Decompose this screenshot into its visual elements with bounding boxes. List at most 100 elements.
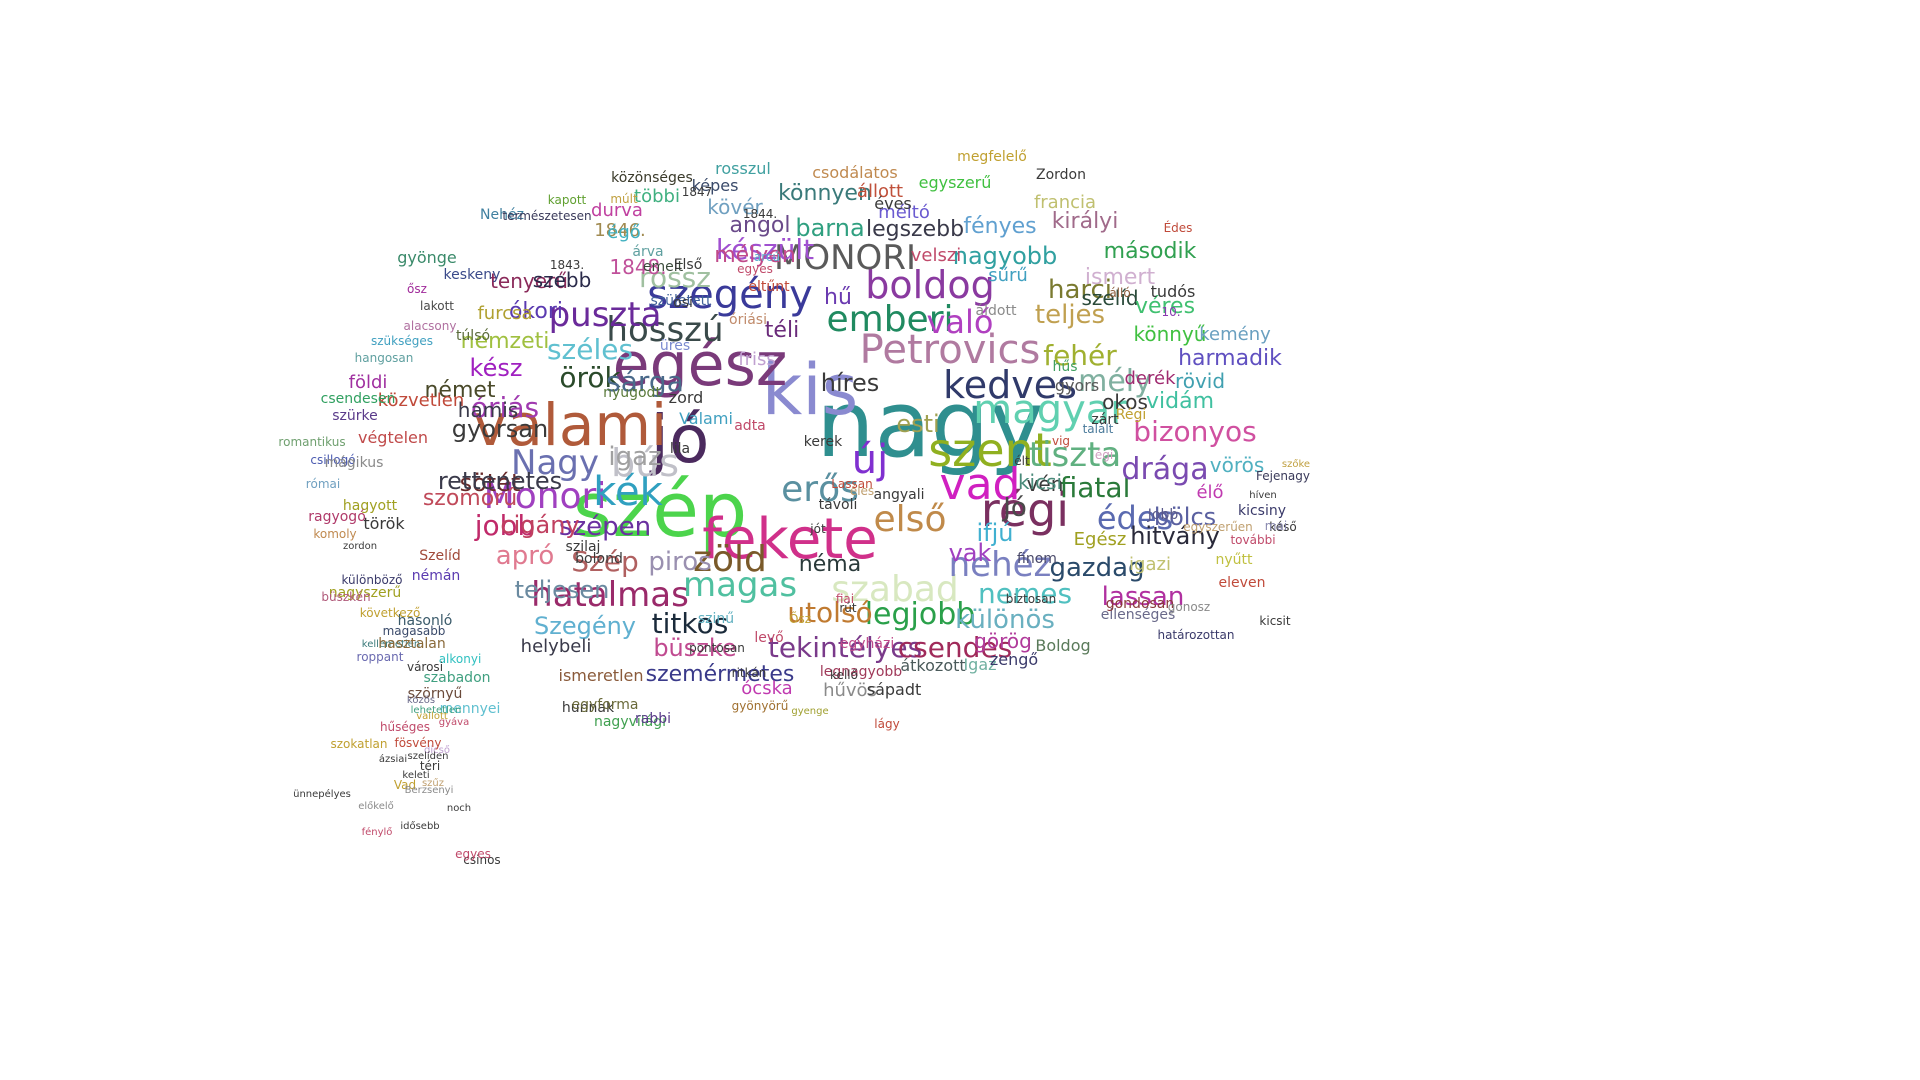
cloud-word: friss [738,349,776,370]
cloud-word: áldott [975,303,1017,319]
cloud-word: idősebb [400,821,440,832]
cloud-word: vak [948,539,992,567]
cloud-word: római [305,477,341,491]
cloud-word: rabbi [635,711,671,727]
cloud-word: levő [754,630,784,646]
cloud-word: biztosan [1005,592,1057,606]
cloud-word: ismert [1084,265,1156,290]
cloud-word: szegény [647,272,813,318]
cloud-word: állott [856,181,904,202]
cloud-word: ifjú [976,519,1014,547]
cloud-word: sűrű [988,265,1028,286]
cloud-word: 1843. [549,258,585,272]
cloud-word: harci [1047,275,1113,305]
cloud-word: szabad [831,569,959,610]
cloud-word: való [926,303,994,341]
cloud-word: barna [795,214,865,242]
cloud-word: igaz [608,442,662,472]
cloud-word: bölcs [1153,503,1217,531]
cloud-word: előkelő [358,801,394,812]
cloud-word: lassan [1101,582,1185,612]
cloud-word: lila [669,441,691,457]
cloud-word: Ősz [789,612,811,626]
cloud-word: földi [348,372,388,393]
cloud-word: tekintélyes [767,631,923,664]
cloud-word: legszebb [865,217,965,242]
cloud-word: rút [839,601,857,615]
cloud-word: egyes [455,847,491,861]
cloud-word: különböző [341,573,403,587]
cloud-word: fényes [963,214,1037,239]
cloud-word: magyar [973,387,1127,433]
cloud-word: sárga [606,365,684,398]
cloud-word: kellő [830,668,858,682]
cloud-word: szelíden [407,751,449,762]
cloud-word: emelt [642,259,684,275]
cloud-word: nehéz [948,545,1052,585]
cloud-word: büszkén [321,590,371,604]
cloud-word: titkos [651,607,729,640]
cloud-word: zöld [693,539,767,580]
cloud-word: jót [810,522,826,536]
cloud-word: vad [939,459,1021,510]
cloud-word: 10. [1161,305,1181,319]
cloud-word: lehetetlen [410,705,462,716]
cloud-word: szemérmetes [645,662,795,687]
cloud-word: jó [650,401,710,478]
cloud-word: Szegény [533,612,637,640]
cloud-word: örök [559,361,621,394]
cloud-word: ősi [673,295,693,311]
cloud-word: kemény [1199,324,1271,345]
cloud-word: királyi [1051,209,1119,234]
cloud-word: határozottan [1157,628,1235,642]
cloud-word: óriás [470,391,540,424]
cloud-word: nagy [816,371,1044,478]
cloud-word: készült [715,233,815,266]
cloud-word: rosszul [715,159,771,178]
cloud-word: nemzeti [460,329,550,354]
cloud-word: mágikus [324,455,384,471]
cloud-word: csodálatos [812,163,898,182]
cloud-word: boldog [865,263,995,307]
cloud-word: Zordon [1036,167,1086,183]
cloud-word: ócska [741,678,793,699]
cloud-word: óriási [729,312,767,328]
cloud-word: alkonyi [438,652,482,666]
cloud-word: édes [1096,499,1174,537]
cloud-word: átkozott [900,656,966,675]
cloud-word: tudós [1150,282,1196,301]
cloud-word: Monori [483,476,607,517]
cloud-word: szépen [558,512,652,542]
cloud-word: kicsi [1017,470,1063,494]
cloud-word: gondosan [1105,596,1175,612]
cloud-word: közvetlen [377,390,465,411]
cloud-word: vörös [1209,453,1265,477]
cloud-word: esti [896,410,940,438]
cloud-word: rettenetes [437,467,563,495]
cloud-word: cigány [500,511,580,539]
cloud-word: eltűnt [748,279,790,295]
cloud-word: szabadon [423,670,491,686]
cloud-word: szelíd [1081,286,1139,310]
cloud-word: Szép [571,545,639,578]
cloud-word: született [650,293,712,309]
cloud-word: egyszerű [918,173,992,192]
cloud-word: lakott [420,299,454,313]
cloud-word: kedves [943,363,1077,407]
cloud-word: okos [1102,390,1148,414]
cloud-word: nemes [977,577,1073,610]
cloud-word: kövér [707,195,763,219]
cloud-word: finom [1017,551,1057,567]
cloud-word: hangosan [354,351,414,365]
cloud-word: árva [632,244,664,260]
cloud-word: hunnak [561,700,615,716]
cloud-word: különös [955,605,1055,635]
cloud-word: 1844. [742,207,778,221]
cloud-word: szebb [532,268,592,292]
cloud-word: ősz [407,282,427,296]
cloud-word: nyugodt [603,385,661,401]
cloud-word: gyors [1054,376,1100,395]
cloud-word: szűz [421,778,445,789]
cloud-word: gyenge [791,706,829,717]
